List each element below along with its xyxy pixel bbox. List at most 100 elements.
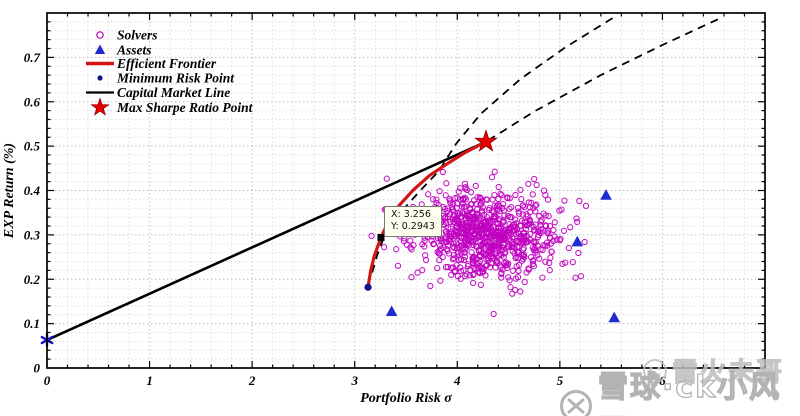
solver-point[interactable] bbox=[544, 229, 551, 236]
legend-item-efficient-frontier[interactable]: Efficient Frontier bbox=[86, 56, 217, 71]
solver-point[interactable] bbox=[517, 186, 524, 194]
solver-point[interactable] bbox=[458, 220, 466, 227]
solver-point[interactable] bbox=[545, 212, 552, 220]
solver-point[interactable] bbox=[439, 253, 446, 261]
solver-point[interactable] bbox=[458, 230, 465, 237]
solver-point[interactable] bbox=[446, 197, 454, 204]
solver-point[interactable] bbox=[478, 242, 485, 250]
solver-point[interactable] bbox=[477, 195, 484, 202]
solver-point[interactable] bbox=[499, 204, 506, 212]
solver-point[interactable] bbox=[476, 258, 484, 265]
solver-point[interactable] bbox=[567, 224, 574, 231]
legend-item-capital-market-line[interactable]: Capital Market Line bbox=[86, 85, 230, 100]
solver-point[interactable] bbox=[383, 175, 390, 182]
solver-point[interactable] bbox=[408, 274, 415, 281]
solver-point[interactable] bbox=[533, 181, 540, 189]
solver-point[interactable] bbox=[491, 191, 498, 199]
solver-point[interactable] bbox=[462, 196, 470, 203]
solver-point[interactable] bbox=[450, 200, 457, 208]
solver-point[interactable] bbox=[494, 220, 501, 227]
solver-point[interactable] bbox=[518, 251, 525, 258]
solver-point[interactable] bbox=[515, 208, 522, 215]
solver-point[interactable] bbox=[514, 204, 522, 212]
solver-point[interactable] bbox=[497, 190, 504, 198]
solver-point[interactable] bbox=[547, 254, 554, 261]
solver-point[interactable] bbox=[512, 191, 519, 199]
solver-point[interactable] bbox=[504, 243, 511, 250]
solver-point[interactable] bbox=[470, 253, 477, 260]
datatip-anchor-marker[interactable] bbox=[377, 233, 385, 241]
legend-item-assets[interactable]: Assets bbox=[94, 43, 152, 58]
solver-point[interactable] bbox=[463, 186, 471, 194]
solver-point[interactable] bbox=[462, 214, 469, 222]
solver-point[interactable] bbox=[442, 263, 450, 271]
solver-point[interactable] bbox=[536, 212, 543, 220]
solver-point[interactable] bbox=[437, 277, 444, 284]
solver-point[interactable] bbox=[403, 241, 411, 248]
solver-point[interactable] bbox=[453, 262, 460, 269]
max-sharpe-ratio-point-marker[interactable] bbox=[474, 129, 498, 152]
solver-point[interactable] bbox=[436, 242, 444, 250]
solver-point[interactable] bbox=[565, 244, 573, 252]
solver-point[interactable] bbox=[461, 180, 469, 188]
solver-point[interactable] bbox=[477, 281, 485, 288]
solver-point[interactable] bbox=[573, 218, 581, 226]
solver-point[interactable] bbox=[439, 168, 447, 176]
solver-point[interactable] bbox=[540, 241, 547, 249]
solver-point[interactable] bbox=[414, 269, 421, 276]
solver-point[interactable] bbox=[491, 168, 498, 175]
solver-point[interactable] bbox=[461, 249, 468, 256]
solver-point[interactable] bbox=[525, 220, 533, 227]
legend-item-max-sharpe-ratio-point[interactable]: Max Sharpe Ratio Point bbox=[90, 97, 254, 116]
solver-point[interactable] bbox=[536, 255, 543, 262]
solver-point[interactable] bbox=[531, 175, 538, 183]
solver-point[interactable] bbox=[476, 194, 483, 201]
solver-point[interactable] bbox=[469, 279, 477, 287]
solver-point[interactable] bbox=[520, 251, 528, 258]
solver-point[interactable] bbox=[457, 185, 464, 192]
solver-point[interactable] bbox=[490, 310, 497, 318]
solver-point[interactable] bbox=[433, 196, 440, 203]
solver-point[interactable] bbox=[504, 261, 511, 269]
minimum-risk-point-marker[interactable] bbox=[364, 283, 372, 291]
solver-point[interactable] bbox=[515, 267, 522, 275]
solver-point[interactable] bbox=[452, 232, 459, 239]
solver-point[interactable] bbox=[442, 213, 449, 221]
solver-point[interactable] bbox=[443, 238, 451, 246]
solver-point[interactable] bbox=[572, 274, 579, 281]
solver-point[interactable] bbox=[493, 203, 500, 210]
solver-point[interactable] bbox=[520, 229, 527, 236]
assets-series[interactable] bbox=[385, 189, 621, 323]
solver-point[interactable] bbox=[501, 212, 508, 219]
solver-point[interactable] bbox=[498, 192, 505, 199]
solver-point[interactable] bbox=[407, 237, 414, 244]
solver-point[interactable] bbox=[434, 264, 441, 272]
solver-point[interactable] bbox=[488, 174, 496, 181]
solver-point[interactable] bbox=[422, 256, 430, 264]
solver-point[interactable] bbox=[530, 263, 538, 270]
solver-point[interactable] bbox=[454, 250, 461, 257]
solver-point[interactable] bbox=[446, 218, 454, 226]
solver-point[interactable] bbox=[542, 223, 550, 230]
solver-point[interactable] bbox=[476, 268, 483, 276]
solver-point[interactable] bbox=[498, 274, 505, 281]
solver-point[interactable] bbox=[472, 200, 480, 208]
solver-point[interactable] bbox=[481, 234, 489, 241]
solver-point[interactable] bbox=[442, 192, 449, 199]
solver-point[interactable] bbox=[508, 214, 515, 221]
solver-point[interactable] bbox=[444, 242, 452, 249]
solver-point[interactable] bbox=[444, 207, 451, 215]
solver-point[interactable] bbox=[419, 241, 426, 248]
solver-point[interactable] bbox=[393, 246, 400, 253]
solver-point[interactable] bbox=[494, 240, 502, 247]
solver-point[interactable] bbox=[520, 245, 527, 252]
solver-point[interactable] bbox=[475, 248, 483, 255]
solver-point[interactable] bbox=[517, 233, 524, 241]
asset-point[interactable] bbox=[385, 305, 398, 317]
solver-point[interactable] bbox=[581, 238, 588, 246]
solver-point[interactable] bbox=[443, 231, 450, 238]
solver-point[interactable] bbox=[394, 262, 402, 269]
solver-point[interactable] bbox=[447, 225, 454, 232]
solver-point[interactable] bbox=[470, 270, 477, 278]
solver-point[interactable] bbox=[469, 260, 477, 267]
